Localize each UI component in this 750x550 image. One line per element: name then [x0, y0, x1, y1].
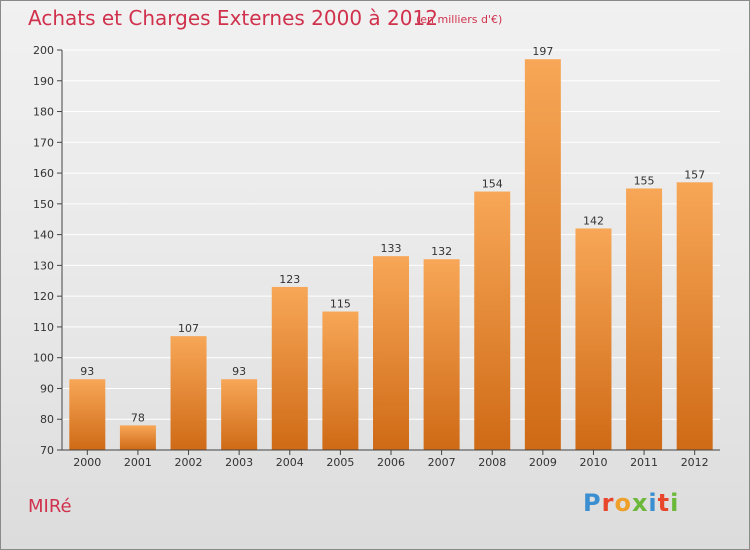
x-tick-label: 2003 — [225, 456, 253, 469]
data-label: 123 — [279, 273, 300, 286]
x-tick-label: 2005 — [326, 456, 354, 469]
y-tick-label: 80 — [40, 413, 54, 426]
x-tick-label: 2000 — [73, 456, 101, 469]
x-tick-label: 2004 — [276, 456, 304, 469]
brand-letter: x — [631, 489, 649, 517]
bar-2008[interactable] — [474, 191, 511, 451]
y-tick-label: 130 — [33, 259, 54, 272]
y-tick-label: 100 — [33, 352, 54, 365]
data-label: 142 — [583, 214, 604, 227]
brand-letter: r — [601, 489, 615, 517]
data-label: 93 — [232, 365, 246, 378]
y-tick-label: 120 — [33, 290, 54, 303]
y-tick-label: 200 — [33, 44, 54, 57]
data-label: 133 — [381, 242, 402, 255]
bar-2005[interactable] — [322, 311, 359, 450]
bar-2009[interactable] — [524, 59, 561, 450]
y-tick-label: 160 — [33, 167, 54, 180]
y-tick-label: 90 — [40, 382, 54, 395]
data-label: 155 — [634, 174, 655, 187]
y-tick-label: 70 — [40, 444, 54, 457]
x-tick-label: 2009 — [529, 456, 557, 469]
bar-2012[interactable] — [676, 182, 713, 451]
chart-title: Achats et Charges Externes 2000 à 2012 — [28, 6, 438, 30]
place-name: MIRé — [28, 496, 72, 517]
data-label: 132 — [431, 245, 452, 258]
brand-letter: o — [614, 489, 632, 517]
y-tick-label: 190 — [33, 75, 54, 88]
data-label: 154 — [482, 178, 503, 191]
bar-2006[interactable] — [373, 256, 409, 450]
x-tick-label: 2008 — [478, 456, 506, 469]
brand-letter: t — [657, 489, 671, 517]
data-label: 107 — [178, 322, 199, 335]
bar-2002[interactable] — [170, 336, 207, 450]
bar-2011[interactable] — [626, 188, 663, 450]
data-label: 197 — [532, 45, 553, 58]
bar-2000[interactable] — [69, 379, 106, 450]
y-tick-label: 150 — [33, 198, 54, 211]
bar-2010[interactable] — [575, 228, 612, 450]
data-label: 157 — [684, 168, 705, 181]
y-tick-label: 180 — [33, 106, 54, 119]
x-tick-label: 2001 — [124, 456, 152, 469]
data-label: 93 — [80, 365, 94, 378]
x-tick-label: 2007 — [428, 456, 456, 469]
bar-2007[interactable] — [423, 259, 460, 450]
x-tick-label: 2010 — [579, 456, 607, 469]
proxiti-logo[interactable]: Proxiti — [583, 489, 679, 517]
bar-2001[interactable] — [119, 425, 156, 450]
chart-subtitle: (en milliers d'€) — [416, 13, 503, 26]
brand-letter: i — [670, 489, 680, 517]
bar-2004[interactable] — [271, 286, 308, 450]
y-tick-label: 170 — [33, 136, 54, 149]
x-tick-label: 2011 — [630, 456, 658, 469]
y-tick-label: 110 — [33, 321, 54, 334]
y-tick-label: 140 — [33, 229, 54, 242]
data-label: 115 — [330, 298, 351, 311]
brand-letter: i — [648, 489, 658, 517]
x-tick-label: 2006 — [377, 456, 405, 469]
brand-letter: P — [583, 489, 602, 517]
x-tick-label: 2002 — [175, 456, 203, 469]
bar-2003[interactable] — [221, 379, 258, 450]
data-label: 78 — [131, 411, 145, 424]
x-tick-label: 2012 — [681, 456, 709, 469]
